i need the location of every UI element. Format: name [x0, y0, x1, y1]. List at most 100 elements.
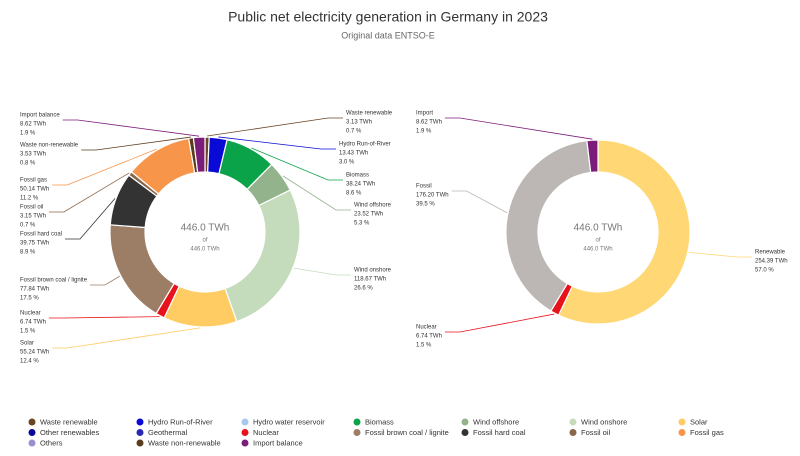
slice-share: 5.3 % [354, 221, 370, 227]
slice-share: 0.8 % [20, 161, 36, 167]
legend-label: Fossil oil [581, 428, 611, 437]
legend-item[interactable]: Geothermal [136, 428, 188, 437]
slice-share: 0.7 % [346, 129, 362, 135]
slice-name: Nuclear [416, 325, 437, 331]
legend-label: Other renewables [40, 428, 99, 437]
slice-label: Import balance 8.62 TWh 1.9 % [20, 113, 60, 137]
legend-item[interactable]: Fossil brown coal / lignite [353, 428, 449, 437]
slice-value: 55.24 TWh [20, 350, 49, 356]
slice-label: Nuclear 6.74 TWh 1.5 % [20, 311, 46, 335]
slice [192, 136, 206, 174]
slice-value: 8.62 TWh [20, 122, 46, 128]
slice-label: Fossil 176.20 TWh 39.5 % [416, 184, 449, 208]
slice [505, 140, 592, 312]
slice-share: 12.4 % [20, 359, 39, 365]
slice-share: 57.0 % [755, 268, 774, 274]
slice-value: 176.20 TWh [416, 193, 449, 199]
leader-line [52, 148, 157, 186]
leader-line [65, 198, 116, 240]
legend-label: Wind onshore [581, 417, 627, 426]
slice-value: 77.84 TWh [20, 287, 49, 293]
slice-name: Fossil oil [20, 205, 43, 211]
leader-line [90, 275, 120, 286]
center-sub: of [595, 238, 600, 244]
legend-label: Hydro water reservoir [253, 417, 325, 426]
slice-name: Wind offshore [354, 203, 392, 209]
slice-value: 3.53 TWh [20, 152, 46, 158]
legend-swatch [461, 429, 469, 436]
slice-share: 17.5 % [20, 296, 39, 302]
legend-item[interactable]: Import balance [241, 438, 303, 447]
slice-label: Renewable 254.39 TWh 57.0 % [755, 250, 788, 274]
slice-name: Biomass [346, 173, 369, 179]
legend-label: Wind offshore [473, 417, 519, 426]
legend-label: Hydro Run-of-River [148, 417, 213, 426]
slice-value: 23.52 TWh [354, 212, 383, 218]
slice-label: Nuclear 6.74 TWh 1.5 % [416, 325, 442, 349]
center-total: 446.0 TWh [190, 247, 219, 253]
slice-label: Biomass 38.24 TWh 8.6 % [346, 173, 375, 197]
legend-item[interactable]: Hydro water reservoir [241, 417, 326, 426]
slice [224, 189, 301, 323]
slice-label: Solar 55.24 TWh 12.4 % [20, 341, 49, 365]
slice-share: 8.6 % [346, 191, 362, 197]
center-label: 446.0 TWh [181, 223, 230, 234]
legend-label: Fossil hard coal [473, 428, 526, 437]
legend-item[interactable]: Fossil gas [678, 428, 725, 437]
legend-swatch [28, 418, 36, 426]
legend-swatch [678, 429, 686, 436]
legend-item[interactable]: Others [28, 438, 63, 447]
slice-share: 0.7 % [20, 223, 36, 229]
slice-name: Import [416, 111, 433, 117]
leader-line [48, 316, 160, 319]
legend-item[interactable]: Nuclear [241, 428, 280, 437]
legend-item[interactable]: Wind onshore [569, 417, 628, 426]
legend-item[interactable]: Waste non-renewable [136, 438, 221, 447]
slice-value: 3.15 TWh [20, 214, 46, 220]
legend-swatch [28, 439, 36, 447]
slice-name: Hydro Run-of-River [339, 142, 391, 148]
legend-item[interactable]: Fossil oil [569, 428, 611, 437]
slice-name: Fossil [416, 184, 432, 190]
legend-swatch [569, 429, 577, 436]
legend-label: Fossil gas [690, 428, 724, 437]
slice-name: Fossil gas [20, 178, 47, 184]
legend-swatch [569, 418, 577, 426]
legend-swatch [136, 418, 144, 426]
slice-label: Fossil hard coal 39.75 TWh 8.9 % [20, 232, 62, 256]
legend-item[interactable]: Waste renewable [28, 417, 98, 426]
legend-item[interactable]: Wind offshore [461, 417, 520, 426]
slice-name: Fossil brown coal / lignite [20, 278, 88, 284]
leader-line [81, 136, 191, 151]
legend-item[interactable]: Fossil hard coal [461, 428, 526, 437]
leader-line [293, 267, 351, 276]
slice-share: 11.2 % [20, 196, 39, 202]
legend-label: Fossil brown coal / lignite [365, 428, 449, 437]
slice-name: Renewable [755, 250, 786, 256]
legend-label: Waste non-renewable [148, 438, 221, 447]
legend-item[interactable]: Hydro Run-of-River [136, 417, 214, 426]
slice-label: Fossil gas 50.14 TWh 11.2 % [20, 178, 49, 202]
leader-line [451, 190, 508, 214]
leader-line [62, 119, 200, 137]
slice-value: 6.74 TWh [20, 320, 46, 326]
slice-value: 6.74 TWh [416, 334, 442, 340]
legend-item[interactable]: Biomass [353, 417, 395, 426]
slice-share: 3.0 % [339, 160, 355, 166]
legend-item[interactable]: Other renewables [28, 428, 100, 437]
slice-label: Waste non-renewable 3.53 TWh 0.8 % [20, 143, 79, 167]
legend-label: Nuclear [253, 428, 279, 437]
slice-value: 118.67 TWh [354, 277, 386, 283]
slice-share: 8.9 % [20, 250, 36, 256]
slice-name: Waste non-renewable [20, 143, 79, 149]
leader-line [688, 252, 752, 258]
slice-name: Waste renewable [346, 111, 393, 117]
slice-label: Import 8.62 TWh 1.9 % [416, 111, 442, 135]
slice-value: 8.62 TWh [416, 120, 442, 126]
slice-label: Fossil oil 3.15 TWh 0.7 % [20, 205, 46, 229]
legend-item[interactable]: Solar [678, 417, 709, 426]
legend-swatch [136, 429, 144, 436]
chart-title: Public net electricity generation in Ger… [228, 9, 548, 25]
center-sub: of [202, 238, 207, 244]
slice-share: 26.6 % [354, 286, 373, 292]
